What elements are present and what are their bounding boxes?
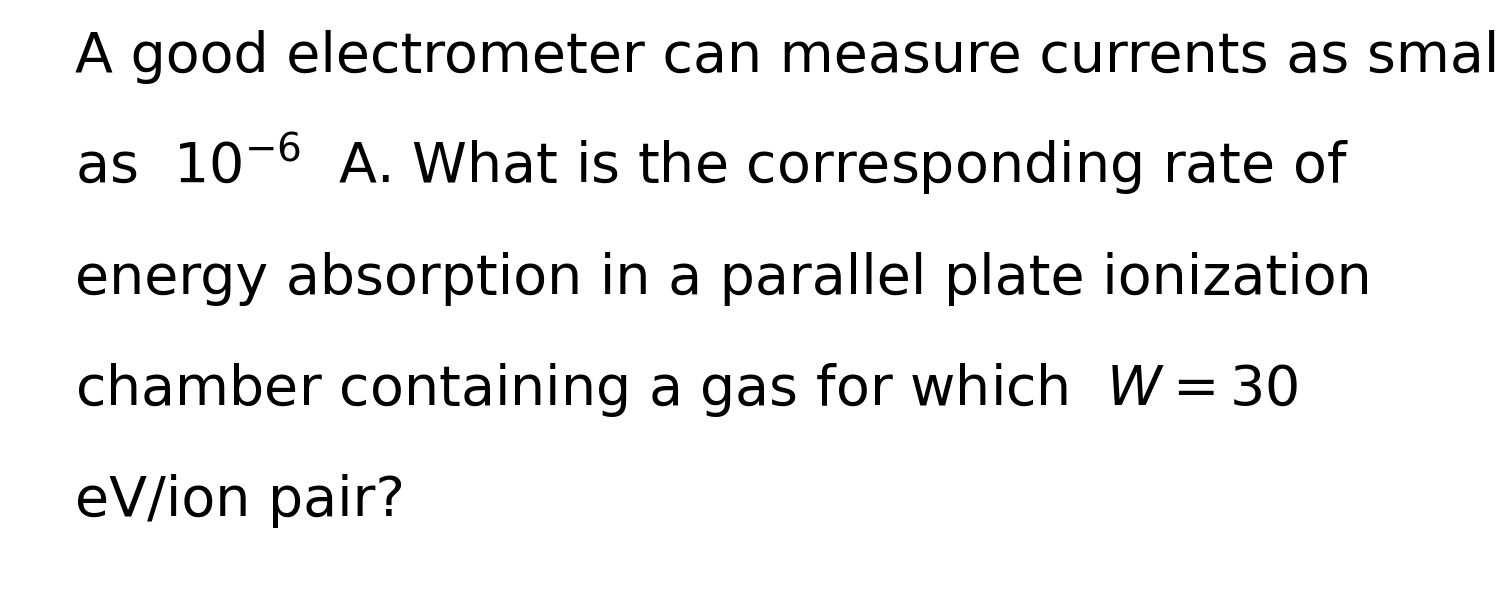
Text: A good electrometer can measure currents as small: A good electrometer can measure currents… xyxy=(75,30,1500,84)
Text: chamber containing a gas for which  $W = 30$: chamber containing a gas for which $W = … xyxy=(75,361,1299,419)
Text: energy absorption in a parallel plate ionization: energy absorption in a parallel plate io… xyxy=(75,252,1371,306)
Text: eV/ion pair?: eV/ion pair? xyxy=(75,474,405,528)
Text: as  $10^{-6}$  A. What is the corresponding rate of: as $10^{-6}$ A. What is the correspondin… xyxy=(75,130,1348,198)
